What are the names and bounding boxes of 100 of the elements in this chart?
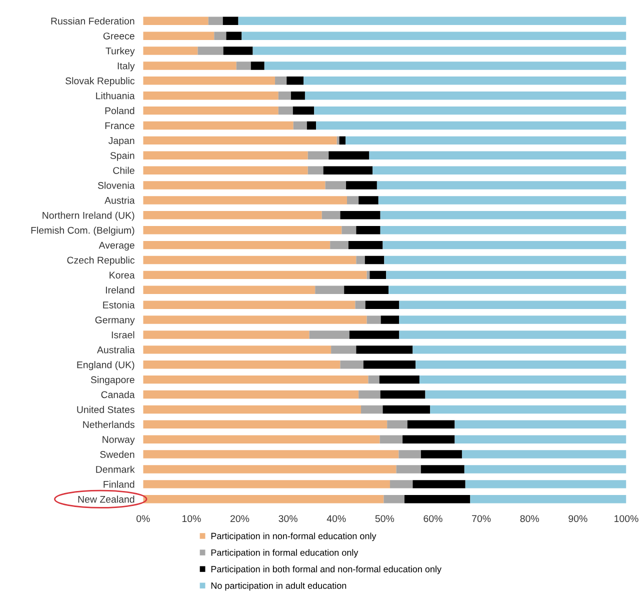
bar: [330, 240, 348, 250]
bar: [143, 240, 330, 250]
x-tick-label: 100%: [614, 515, 638, 522]
bar: [304, 76, 626, 85]
x-tick-label: 90%: [568, 515, 588, 522]
y-tick-label: Austria: [104, 196, 135, 204]
y-tick-label: Israel: [112, 331, 134, 338]
bar: [275, 76, 287, 85]
bar: [198, 46, 224, 55]
y-tick-label: Northern Ireland (UK): [42, 212, 134, 221]
bar: [470, 495, 626, 504]
bar: [322, 211, 340, 220]
bar: [143, 92, 278, 100]
bar: [342, 226, 356, 234]
bar: [143, 465, 396, 474]
bar: [143, 76, 276, 85]
y-tick-label: Russian Federation: [51, 17, 134, 25]
bar: [462, 450, 626, 458]
bar: [328, 151, 370, 160]
bar: [380, 316, 400, 324]
y-tick-label: Italy: [118, 62, 135, 72]
bar: [399, 300, 626, 309]
bar: [143, 480, 390, 488]
y-tick-label: Chile: [113, 166, 134, 174]
bar: [348, 240, 383, 250]
bar: [143, 330, 310, 339]
bar: [372, 166, 626, 174]
bar: [420, 450, 462, 458]
bar: [143, 450, 399, 458]
bar: [402, 435, 455, 444]
x-tick-label: 40%: [326, 515, 346, 522]
bar: [340, 211, 380, 220]
y-tick-label: Australia: [97, 346, 135, 354]
bar: [398, 450, 421, 458]
bar: [365, 300, 400, 309]
bar: [430, 405, 626, 414]
bar: [292, 106, 314, 115]
bar: [349, 330, 400, 339]
bar: [143, 106, 278, 115]
bar: [236, 62, 251, 70]
bar: [376, 181, 626, 190]
bar: [143, 62, 236, 70]
bar: [366, 316, 381, 324]
bar: [290, 92, 305, 100]
y-tick-label: Poland: [105, 107, 134, 114]
bar: [412, 346, 626, 354]
legend-label: Participation in formal education only: [211, 549, 358, 558]
y-tick-label: Canada: [101, 390, 135, 398]
bar: [143, 151, 308, 160]
y-tick-label: Czech Republic: [67, 256, 135, 266]
y-tick-label: England (UK): [77, 361, 134, 370]
bar: [384, 256, 626, 264]
y-tick-label: France: [105, 122, 134, 130]
bar: [382, 240, 626, 250]
x-tick-label: 70%: [472, 515, 491, 522]
bar: [344, 286, 389, 294]
bar: [340, 360, 364, 369]
bar: [223, 46, 253, 55]
bar: [425, 390, 626, 399]
bar: [143, 196, 347, 204]
bar: [380, 211, 626, 220]
bar: [396, 465, 421, 474]
y-tick-label: Greece: [103, 32, 134, 40]
y-tick-label: United States: [77, 406, 134, 414]
bar: [419, 375, 626, 384]
bar: [143, 346, 332, 354]
bar: [143, 435, 380, 444]
y-tick-label: New Zealand: [78, 496, 134, 503]
bar: [346, 196, 359, 204]
y-tick-label: Slovenia: [98, 182, 135, 189]
bar: [356, 226, 380, 234]
bar: [315, 286, 344, 294]
bar: [208, 16, 223, 25]
bar: [339, 136, 346, 145]
x-tick-label: 20%: [230, 515, 250, 522]
y-tick-label: Average: [98, 242, 134, 251]
bar: [465, 480, 626, 488]
bar: [308, 166, 324, 174]
y-tick-label: Turkey: [106, 47, 135, 56]
bar: [358, 390, 380, 399]
bar: [331, 346, 356, 354]
y-tick-label: Finland: [104, 480, 134, 488]
bar: [143, 166, 308, 174]
y-tick-label: Slovak Republic: [66, 77, 135, 86]
x-tick-label: 80%: [520, 515, 539, 522]
y-tick-label: Denmark: [96, 466, 135, 473]
bar: [143, 211, 322, 220]
y-tick-label: Estonia: [103, 301, 135, 308]
bar: [143, 390, 359, 399]
bar: [252, 46, 626, 55]
bar: [355, 300, 366, 309]
bar: [143, 286, 316, 294]
bar: [364, 256, 384, 264]
y-tick-label: Spain: [110, 152, 134, 161]
bar: [379, 375, 420, 384]
y-tick-label: Korea: [110, 272, 135, 279]
bar: [278, 92, 291, 100]
bar: [264, 62, 626, 70]
bar: [143, 316, 367, 324]
x-tick-label: 60%: [424, 515, 442, 522]
